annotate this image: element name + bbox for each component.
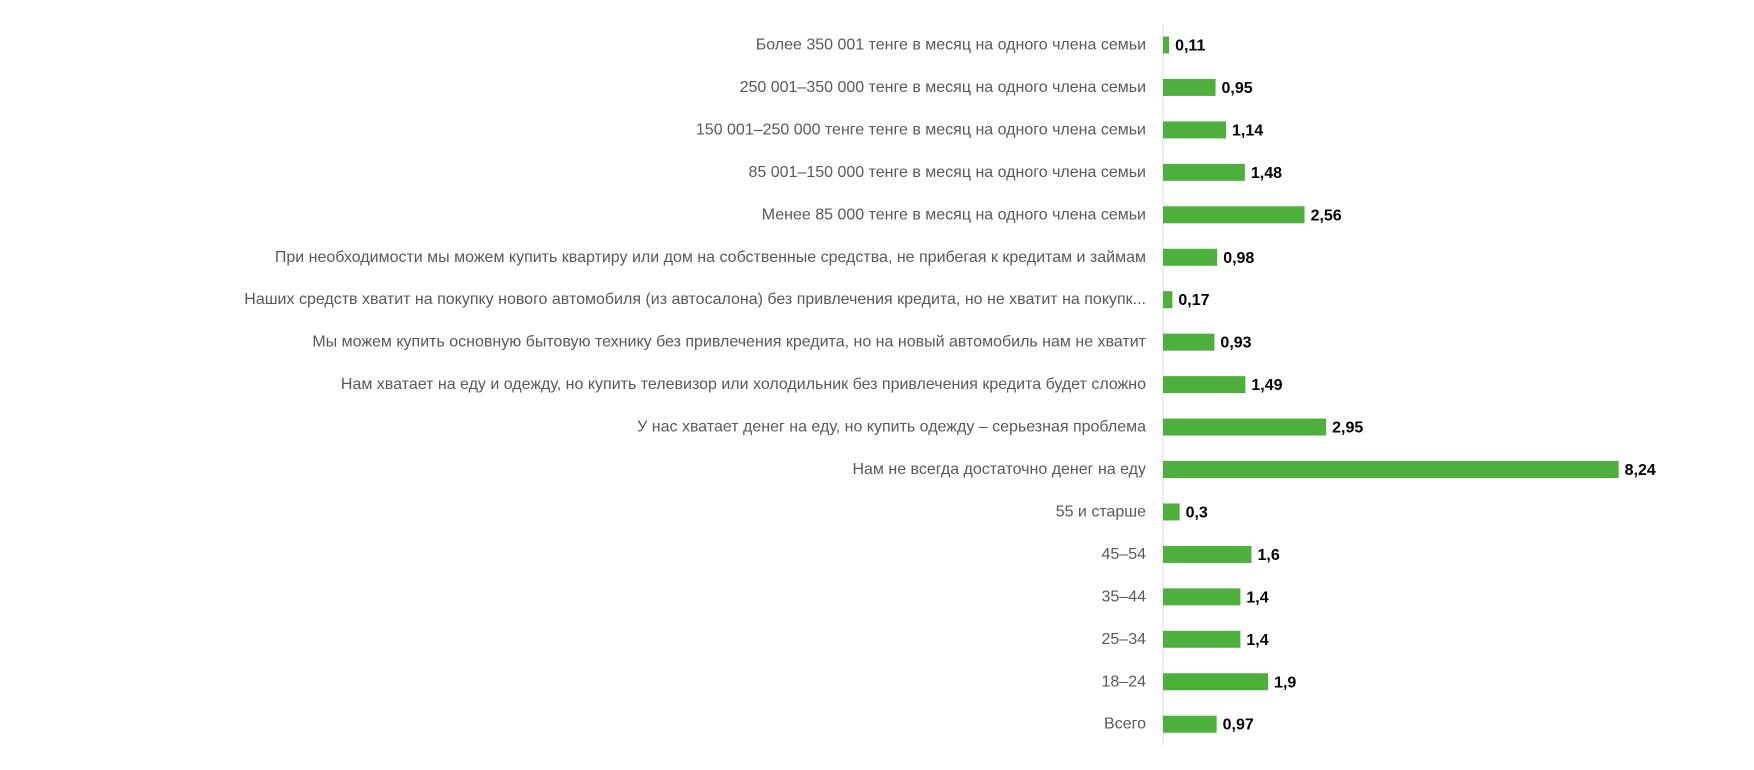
data-label: 1,14 bbox=[1232, 122, 1263, 139]
category-label: Нам не всегда достаточно денег на еду bbox=[852, 461, 1146, 478]
category-label: Нам хватает на еду и одежду, но купить т… bbox=[341, 376, 1146, 393]
bar bbox=[1163, 121, 1227, 139]
data-label: 1,49 bbox=[1251, 377, 1282, 394]
data-label: 0,17 bbox=[1178, 292, 1209, 309]
bar bbox=[1163, 78, 1216, 96]
bar bbox=[1163, 588, 1241, 606]
category-label: При необходимости мы можем купить кварти… bbox=[275, 249, 1146, 266]
bar bbox=[1163, 503, 1180, 521]
category-label: 18–24 bbox=[1102, 673, 1147, 690]
data-label: 1,4 bbox=[1246, 589, 1268, 606]
category-label: Наших средств хватит на покупку нового а… bbox=[244, 291, 1146, 308]
data-label: 2,95 bbox=[1332, 420, 1363, 437]
bar bbox=[1163, 673, 1269, 691]
data-label: 0,11 bbox=[1175, 38, 1205, 55]
data-label: 8,24 bbox=[1625, 462, 1656, 479]
bar bbox=[1163, 248, 1218, 266]
bar bbox=[1163, 291, 1173, 309]
category-label: 35–44 bbox=[1102, 588, 1147, 605]
bar bbox=[1163, 163, 1245, 181]
data-label: 0,93 bbox=[1220, 335, 1251, 352]
data-label: 0,97 bbox=[1223, 717, 1254, 734]
data-label: 1,48 bbox=[1251, 165, 1282, 182]
bar bbox=[1163, 333, 1215, 351]
bar bbox=[1163, 376, 1246, 394]
data-label: 0,3 bbox=[1186, 504, 1208, 521]
data-label: 0,95 bbox=[1222, 80, 1253, 97]
bar bbox=[1163, 715, 1217, 733]
category-label: 250 001–350 000 тенге в месяц на одного … bbox=[740, 79, 1146, 96]
category-label: Более 350 001 тенге в месяц на одного чл… bbox=[756, 37, 1146, 54]
data-label: 0,98 bbox=[1223, 250, 1254, 267]
bar bbox=[1163, 630, 1241, 648]
bar bbox=[1163, 36, 1170, 54]
data-label: 1,6 bbox=[1257, 547, 1279, 564]
category-label: У нас хватает денег на еду, но купить од… bbox=[637, 419, 1146, 436]
category-label: Менее 85 000 тенге в месяц на одного чле… bbox=[762, 206, 1146, 223]
category-label: 45–54 bbox=[1102, 546, 1147, 563]
category-label: Мы можем купить основную бытовую технику… bbox=[312, 334, 1146, 351]
category-label: 55 и старше bbox=[1056, 503, 1146, 520]
data-label: 2,56 bbox=[1311, 207, 1342, 224]
bar bbox=[1163, 461, 1619, 478]
data-label: 1,9 bbox=[1274, 674, 1296, 691]
bar bbox=[1163, 418, 1327, 436]
category-label: 150 001–250 000 тенге тенге в месяц на о… bbox=[696, 121, 1146, 138]
bar bbox=[1163, 206, 1305, 224]
category-label: Всего bbox=[1104, 716, 1146, 733]
bar bbox=[1163, 545, 1252, 563]
category-label: 25–34 bbox=[1102, 631, 1147, 648]
category-label: 85 001–150 000 тенге в месяц на одного ч… bbox=[749, 164, 1147, 181]
data-label: 1,4 bbox=[1246, 632, 1268, 649]
